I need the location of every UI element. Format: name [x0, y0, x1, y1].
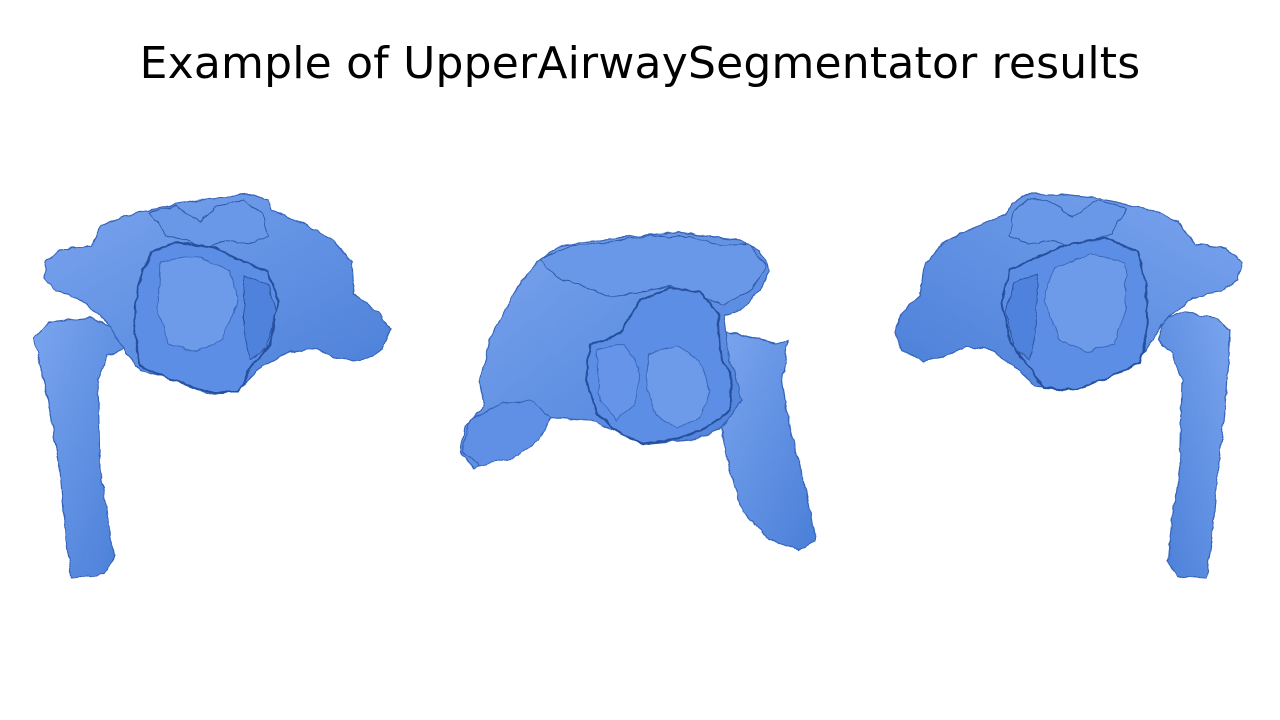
right-pharynx-column [1157, 311, 1231, 579]
left-pharynx-column [33, 317, 125, 579]
right-lateral-view [893, 193, 1243, 579]
frontal-lower-lobe [461, 399, 551, 467]
slide-title: Example of UpperAirwaySegmentator result… [139, 38, 1141, 89]
left-ridge-fragments [149, 199, 269, 249]
left-lateral-view [33, 193, 391, 579]
frontal-view [459, 231, 817, 551]
frontal-top-ridge [539, 235, 767, 305]
frontal-descending-part [719, 329, 817, 551]
